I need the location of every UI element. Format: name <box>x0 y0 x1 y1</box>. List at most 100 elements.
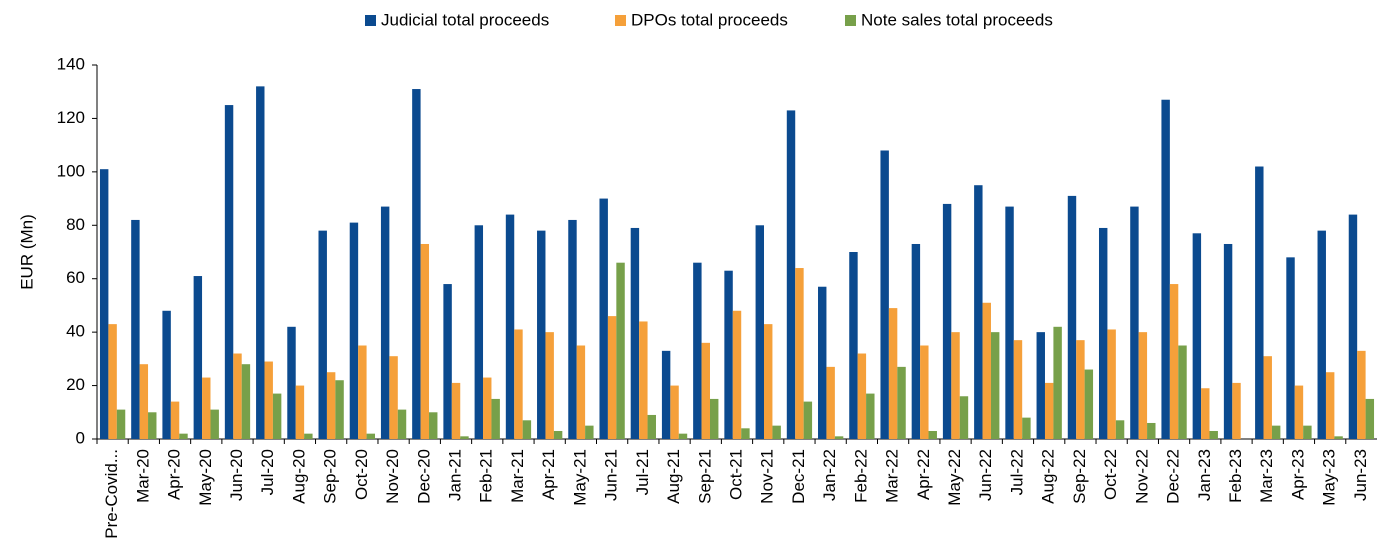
x-tick-label: Jul-21 <box>633 449 652 495</box>
bar <box>1294 385 1304 439</box>
bar <box>616 262 625 439</box>
bar <box>162 310 171 439</box>
y-tick-label: 0 <box>76 428 85 447</box>
bar <box>959 396 969 439</box>
bar <box>179 433 188 439</box>
bar <box>349 222 359 439</box>
x-tick-label: Nov-22 <box>1132 449 1151 504</box>
bar <box>920 345 929 439</box>
bar <box>661 350 671 439</box>
bar <box>849 252 858 439</box>
bar <box>857 353 867 439</box>
legend-swatch <box>365 15 376 26</box>
bar <box>1161 99 1170 439</box>
bar <box>678 433 688 439</box>
x-tick-label: Jun-20 <box>227 449 246 501</box>
bar <box>755 225 765 439</box>
bar <box>897 366 906 439</box>
x-tick-label: May-20 <box>196 449 215 506</box>
x-tick-label: Dec-21 <box>789 449 808 504</box>
bar <box>670 385 679 439</box>
x-tick-label: Dec-22 <box>1164 449 1183 504</box>
bar <box>1271 425 1281 439</box>
bar <box>709 398 719 439</box>
bar <box>202 377 211 439</box>
bar <box>264 361 273 439</box>
bar <box>724 270 733 439</box>
bar <box>1192 233 1202 439</box>
bar <box>764 324 773 439</box>
x-tick-label: Mar-20 <box>133 449 152 503</box>
bar <box>108 324 117 439</box>
x-tick-label: Jun-22 <box>976 449 995 501</box>
bar <box>287 326 296 439</box>
x-tick-label: May-23 <box>1320 449 1339 506</box>
bar <box>429 412 438 439</box>
bar <box>786 110 796 440</box>
bar <box>335 380 344 439</box>
bar <box>233 353 242 439</box>
x-tick-label: Oct-21 <box>726 449 745 500</box>
x-tick-label: Jun-21 <box>602 449 621 501</box>
x-tick-label: Feb-21 <box>477 449 496 503</box>
bar <box>701 342 710 439</box>
x-tick-label: Sep-20 <box>321 449 340 504</box>
bar <box>1107 329 1116 439</box>
bar <box>443 284 452 439</box>
bar <box>772 425 781 439</box>
y-tick-label: 60 <box>66 268 85 287</box>
bar <box>380 206 390 439</box>
bar <box>99 169 109 439</box>
bar <box>568 219 577 439</box>
x-tick-label: Dec-20 <box>414 449 433 504</box>
y-tick-label: 40 <box>66 322 85 341</box>
bar <box>1255 166 1264 439</box>
x-tick-label: Nov-21 <box>758 449 777 504</box>
x-tick-label: Feb-23 <box>1226 449 1245 503</box>
bar <box>1365 398 1375 439</box>
y-tick-label: 20 <box>66 375 85 394</box>
bar <box>951 332 960 439</box>
bar <box>607 316 617 439</box>
bar <box>1169 284 1179 439</box>
bar <box>990 332 1000 439</box>
bar <box>389 356 398 439</box>
legend-swatch <box>845 15 856 26</box>
bar <box>1067 195 1077 439</box>
x-tick-label: Apr-21 <box>539 449 558 500</box>
bar <box>358 345 367 439</box>
bar <box>818 286 827 439</box>
bar <box>1138 332 1148 439</box>
x-tick-label: Jan-21 <box>446 449 465 501</box>
bar <box>1325 372 1335 439</box>
bar <box>420 243 430 439</box>
bar <box>1147 422 1156 439</box>
x-tick-label: Oct-22 <box>1101 449 1120 500</box>
bar <box>116 409 126 439</box>
bar <box>483 377 492 439</box>
bar <box>241 364 251 439</box>
bar <box>1334 436 1343 439</box>
x-tick-label: May-21 <box>570 449 589 506</box>
bar <box>630 227 640 439</box>
bar <box>1044 382 1054 439</box>
x-tick-label: Apr-22 <box>914 449 933 500</box>
bar <box>318 230 327 439</box>
bar <box>1084 369 1094 439</box>
bar <box>1209 430 1218 439</box>
x-tick-label: Sep-21 <box>695 449 714 504</box>
x-tick-label: Apr-20 <box>165 449 184 500</box>
x-tick-label: May-22 <box>945 449 964 506</box>
bar <box>1348 214 1358 439</box>
bar <box>741 428 750 439</box>
x-tick-label: Aug-20 <box>289 449 308 504</box>
bar <box>647 414 656 439</box>
bar <box>474 225 484 439</box>
x-tick-label: Aug-21 <box>664 449 683 504</box>
bar <box>880 150 889 439</box>
bar <box>224 105 234 440</box>
y-tick-label: 120 <box>57 108 85 127</box>
bar <box>1115 420 1125 439</box>
bar <box>326 372 336 439</box>
x-tick-label: Apr-23 <box>1288 449 1307 500</box>
